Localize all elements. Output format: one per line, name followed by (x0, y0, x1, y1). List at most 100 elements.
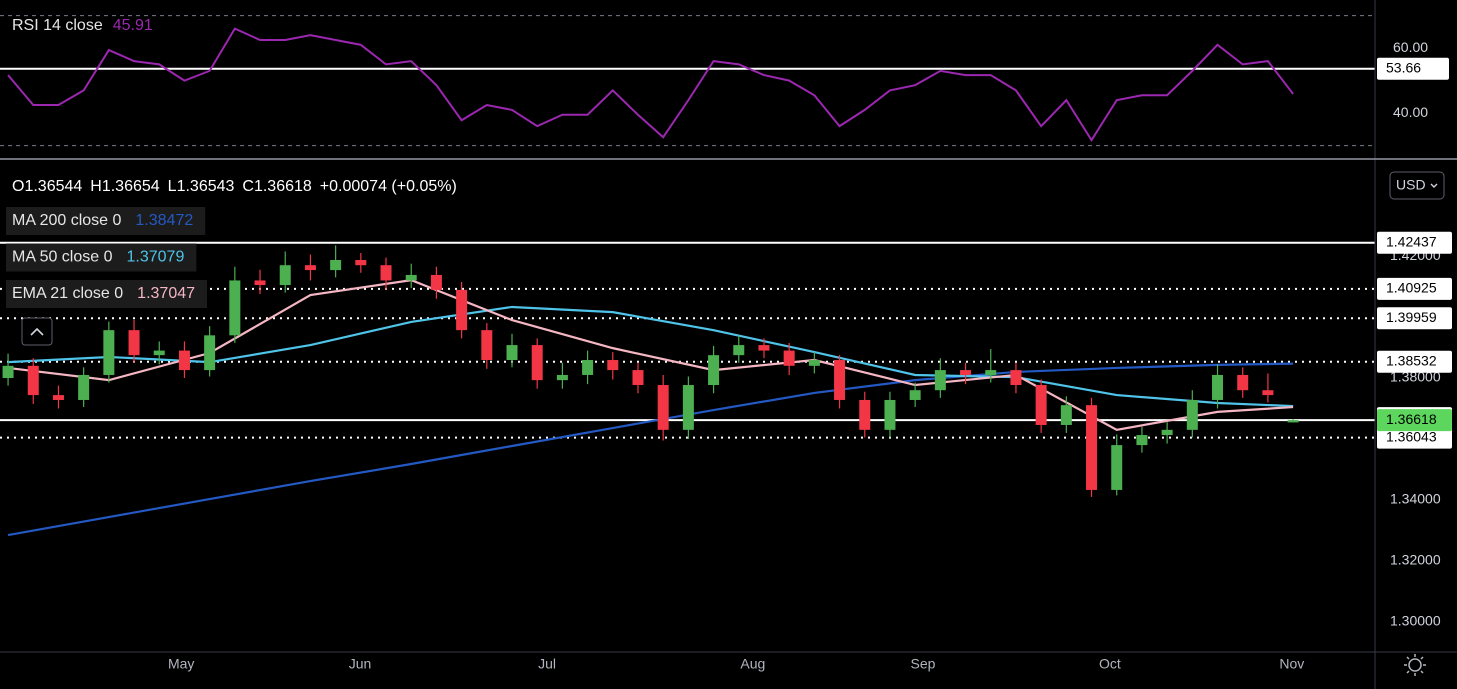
candle-body (1161, 429, 1173, 436)
candle-body (1136, 435, 1148, 446)
candle-body (1010, 370, 1022, 386)
candle-body (556, 374, 568, 381)
currency-dropdown-frame[interactable] (1389, 171, 1445, 200)
level-label: 1.38532 (1386, 352, 1437, 368)
candle-body (430, 274, 442, 290)
level-label: 1.40925 (1386, 280, 1437, 296)
candle-body (1186, 399, 1198, 430)
last-price-label: 1.36618 (1386, 411, 1437, 427)
settings-icon-rays[interactable] (1404, 654, 1426, 676)
collapse-button[interactable] (21, 317, 53, 346)
candle-body (834, 360, 846, 400)
candle-body (1035, 385, 1047, 425)
candle-body (909, 390, 921, 400)
level-label-box (1377, 350, 1452, 373)
candle-body (1262, 390, 1274, 396)
level-label-box (1377, 277, 1452, 300)
candle-body (128, 330, 140, 356)
collapse-icon[interactable] (30, 327, 44, 336)
y-tick-label: 40.00 (1393, 104, 1428, 120)
candle-body (481, 330, 493, 361)
ohlc-value: +0.00074 (+0.05%) (320, 178, 457, 195)
legend-row-background (6, 207, 206, 235)
candle-body (1287, 420, 1299, 423)
candle-body (758, 345, 770, 351)
candle-body (808, 360, 820, 366)
candle-body (380, 265, 392, 281)
currency-dropdown[interactable]: USD (1389, 171, 1445, 200)
moving-average-line (7, 279, 1294, 432)
candle-body (405, 274, 417, 281)
candle-body (27, 365, 39, 396)
level-label-box (1377, 307, 1452, 330)
candle-body (632, 370, 644, 386)
settings-icon[interactable] (1408, 658, 1422, 672)
candle-body (607, 360, 619, 371)
rsi-line (7, 27, 1294, 142)
level-label: 53.66 (1386, 59, 1421, 75)
candle-body (153, 350, 165, 356)
candle-body (682, 385, 694, 430)
candle-body (733, 345, 745, 356)
x-tick-label: Jul (538, 656, 556, 672)
candle-body (657, 385, 669, 430)
candle-body (456, 289, 468, 331)
y-tick-label: 1.30000 (1390, 613, 1441, 629)
currency-label[interactable]: USD (1396, 177, 1426, 193)
collapse-button-frame[interactable] (21, 317, 53, 346)
candle-body (783, 350, 795, 366)
candle-body (52, 395, 64, 400)
candle-body (1237, 374, 1249, 391)
candle-body (960, 370, 972, 375)
x-tick-label: Sep (911, 656, 936, 672)
candle-body (708, 355, 720, 386)
candle-body (1111, 445, 1123, 490)
candle-body (1060, 405, 1072, 425)
y-tick-label: 60.00 (1393, 39, 1428, 55)
legend-name: MA 50 close 0 (12, 249, 113, 266)
level-label-box (1377, 426, 1452, 449)
x-tick-label: Oct (1099, 656, 1121, 672)
candle-body (103, 330, 115, 375)
legend-name: MA 200 close 0 (12, 212, 122, 229)
x-tick-label: Jun (349, 656, 372, 672)
candle-body (582, 360, 594, 375)
level-label: 1.39959 (1386, 309, 1437, 325)
level-label: 1.42437 (1386, 233, 1437, 249)
x-tick-label: Nov (1279, 656, 1304, 672)
y-tick-label: 1.34000 (1390, 491, 1441, 507)
level-label-box (1377, 231, 1452, 254)
candle-body (229, 280, 241, 336)
x-tick-label: May (168, 656, 194, 672)
y-tick-label: 1.32000 (1390, 552, 1441, 568)
candle-body (355, 260, 367, 266)
candle-body (304, 265, 316, 271)
candle-body (1086, 405, 1098, 490)
legend-value: 1.37047 (137, 285, 195, 302)
candle-body (884, 399, 896, 430)
legend-name: EMA 21 close 0 (12, 285, 123, 302)
candle-body (279, 265, 291, 286)
ohlc-value: O1.36544 (12, 178, 82, 195)
candle-body (859, 399, 871, 430)
ohlc-value: L1.36543 (168, 178, 235, 195)
candle-body (78, 374, 90, 400)
indicator-value: 45.91 (113, 17, 153, 34)
candle-body (204, 335, 216, 371)
candle-body (2, 365, 14, 379)
candle-body (1212, 374, 1224, 400)
candle-body (178, 350, 190, 371)
settings-button[interactable] (1404, 654, 1426, 676)
legend-row-background (6, 243, 197, 272)
dropdown-caret[interactable] (1430, 183, 1438, 188)
candle-body (254, 280, 266, 286)
candle-body (506, 345, 518, 361)
ohlc-value: C1.36618 (242, 178, 311, 195)
ohlc-value: H1.36654 (90, 178, 159, 195)
level-label: 1.36043 (1386, 428, 1437, 444)
moving-average-line (8, 305, 1294, 408)
candle-body (531, 345, 543, 381)
x-tick-label: Aug (740, 656, 765, 672)
legend-value: 1.37079 (127, 249, 185, 266)
